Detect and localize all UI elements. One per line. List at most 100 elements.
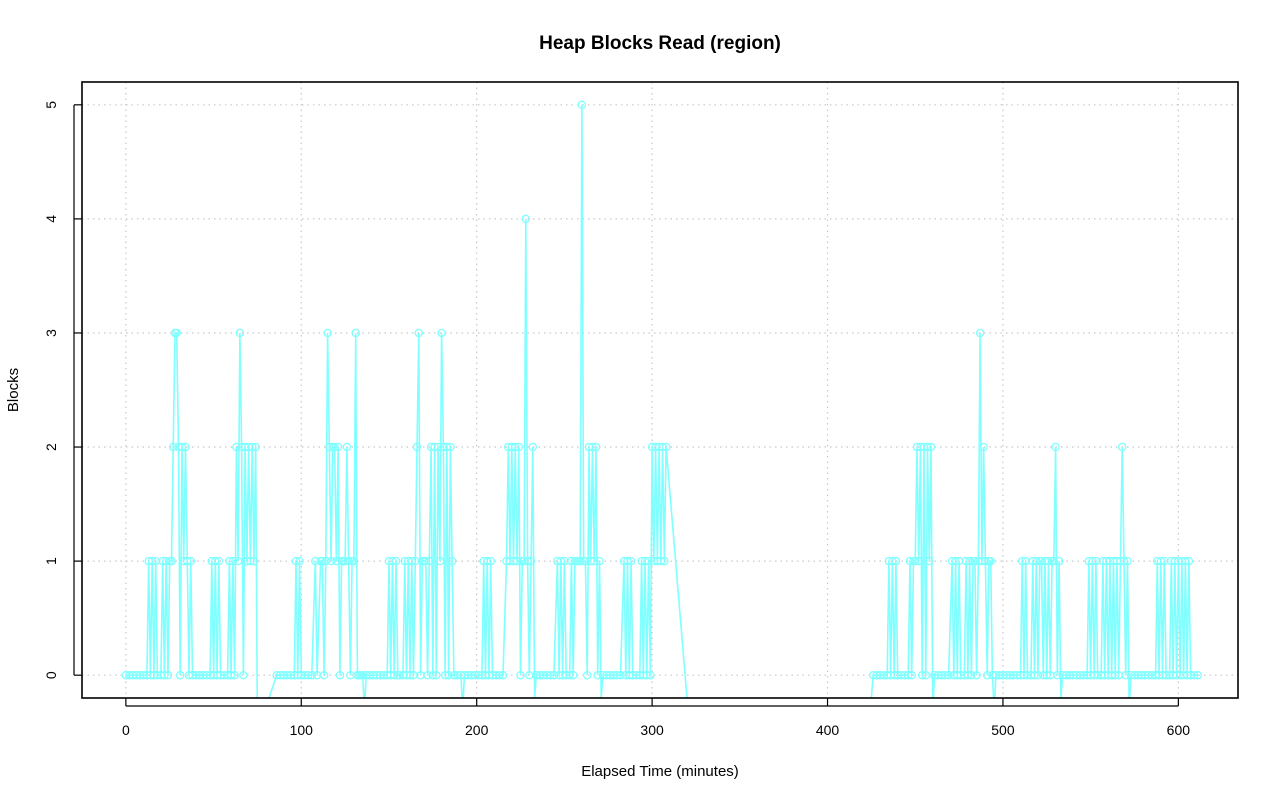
- data-point: [249, 556, 259, 566]
- data-point: [321, 556, 331, 566]
- data-point: [414, 328, 424, 338]
- data-point: [168, 442, 178, 452]
- data-point: [498, 670, 508, 680]
- data-point: [623, 556, 632, 566]
- data-point: [582, 670, 592, 680]
- data-point: [163, 670, 173, 680]
- data-point: [323, 328, 332, 338]
- data-point: [161, 556, 171, 566]
- data-point: [951, 556, 960, 566]
- data-point: [435, 556, 445, 566]
- data-point: [333, 442, 343, 452]
- data-point: [335, 670, 345, 680]
- data-point: [291, 556, 301, 566]
- data-point: [1181, 556, 1190, 566]
- data-point: [1051, 442, 1060, 452]
- data-point: [342, 442, 352, 452]
- data-point: [425, 556, 434, 566]
- data-point: [428, 670, 438, 680]
- data-point: [235, 328, 245, 338]
- y-tick-label: 1: [43, 557, 59, 565]
- data-point: [528, 442, 538, 452]
- data-point: [432, 670, 441, 680]
- data-point: [577, 100, 587, 110]
- data-point: [326, 556, 336, 566]
- data-point: [568, 670, 578, 680]
- data-point: [1189, 670, 1199, 680]
- data-point: [160, 670, 169, 680]
- x-tick-label: 300: [640, 722, 664, 738]
- data-point: [172, 328, 181, 338]
- y-axis: 0 1 2 3 4 5: [43, 101, 82, 679]
- data-point: [640, 556, 650, 566]
- series-line: [870, 332, 1198, 698]
- data-point: [486, 556, 495, 566]
- data-point: [549, 670, 559, 680]
- chart-title: Heap Blocks Read (region): [539, 33, 781, 54]
- data-point: [626, 556, 636, 566]
- data-point: [442, 442, 452, 452]
- data-point: [926, 442, 936, 452]
- y-tick-label: 4: [43, 215, 59, 223]
- data-point: [511, 442, 520, 452]
- data-point: [907, 670, 916, 680]
- data-point: [1042, 670, 1052, 680]
- data-point: [183, 556, 192, 566]
- data-point: [295, 556, 304, 566]
- data-point: [595, 556, 604, 566]
- data-point: [644, 556, 653, 566]
- data-point: [1054, 556, 1064, 566]
- data-point: [589, 556, 599, 566]
- data-point: [225, 556, 234, 566]
- data-series: [121, 100, 688, 698]
- data-point: [963, 670, 973, 680]
- data-point: [588, 442, 597, 452]
- plot-frame: [81, 81, 1239, 699]
- x-axis-label: Elapsed Time (minutes): [581, 763, 739, 780]
- data-point: [1049, 556, 1059, 566]
- data-point: [521, 214, 531, 224]
- data-point: [586, 556, 595, 566]
- data-point: [1193, 670, 1202, 680]
- data-point: [228, 556, 238, 566]
- data-point: [1110, 670, 1120, 680]
- data-point: [642, 670, 652, 680]
- data-point: [982, 670, 992, 680]
- x-tick-label: 600: [1167, 722, 1191, 738]
- data-point: [318, 556, 327, 566]
- data-point: [516, 670, 525, 680]
- x-tick-label: 500: [991, 722, 1015, 738]
- data-point: [556, 556, 566, 566]
- data-point: [1119, 556, 1129, 566]
- data-point: [421, 556, 431, 566]
- x-tick-label: 100: [290, 722, 314, 738]
- data-point: [1032, 556, 1041, 566]
- data-point: [391, 556, 401, 566]
- data-point: [330, 442, 339, 452]
- data-point: [565, 670, 574, 680]
- data-point: [925, 556, 934, 566]
- data-point: [407, 556, 417, 566]
- x-axis: 0 100 200 300 400 500 600: [122, 698, 1190, 738]
- data-point: [523, 556, 532, 566]
- data-point: [905, 556, 915, 566]
- data-series: [868, 328, 1202, 698]
- data-point: [546, 670, 555, 680]
- data-point: [616, 670, 625, 680]
- data-point: [446, 442, 455, 452]
- data-point: [1044, 556, 1053, 566]
- data-point: [307, 670, 317, 680]
- data-point: [944, 670, 953, 680]
- data-point: [444, 670, 453, 680]
- data-point: [214, 556, 224, 566]
- data-point: [965, 556, 974, 566]
- data-point: [230, 670, 239, 680]
- data-point: [646, 670, 655, 680]
- data-point: [1121, 670, 1130, 680]
- data-point: [888, 556, 897, 566]
- data-point: [319, 670, 329, 680]
- data-point: [914, 556, 923, 566]
- data-point: [903, 670, 913, 680]
- data-point: [891, 556, 901, 566]
